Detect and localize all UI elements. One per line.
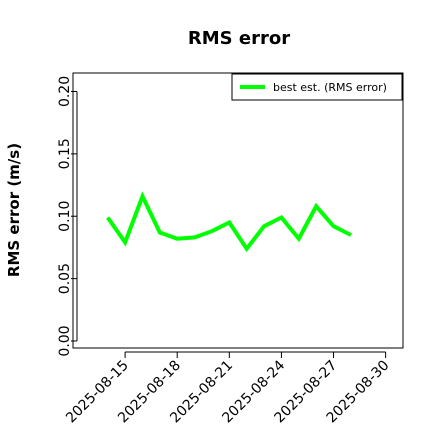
y-axis-label: RMS error (m/s) — [5, 143, 23, 277]
y-tick-label: 0.05 — [57, 263, 73, 294]
chart-title: RMS error — [188, 28, 290, 49]
legend-label: best est. (RMS error) — [273, 81, 387, 94]
y-axis: 0.00 0.05 0.10 0.15 0.20 — [57, 76, 78, 357]
series-line — [106, 191, 352, 253]
y-tick-label: 0.15 — [57, 138, 73, 169]
y-tick-label: 0.10 — [57, 201, 73, 232]
legend: best est. (RMS error) — [231, 73, 403, 101]
series-layer — [106, 191, 352, 253]
plot-frame — [72, 72, 404, 349]
y-tick-label: 0.00 — [57, 325, 73, 356]
y-tick-label: 0.20 — [57, 76, 73, 107]
x-axis: 2025-08-152025-08-182025-08-212025-08-24… — [63, 351, 392, 426]
